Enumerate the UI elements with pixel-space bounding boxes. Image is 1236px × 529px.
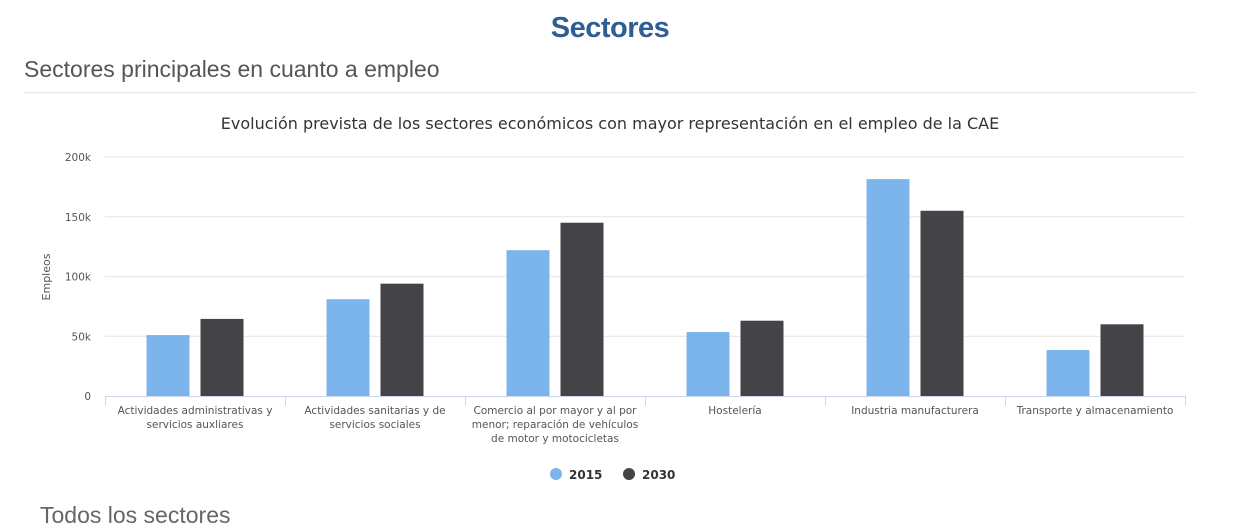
x-tick-label-line: menor; reparación de vehículos <box>472 419 638 431</box>
bar-2030[interactable] <box>920 210 964 396</box>
legend-label: 2030 <box>642 468 675 482</box>
y-tick-label: 0 <box>84 391 91 403</box>
next-section-title: Todos los sectores <box>40 502 231 528</box>
bar-2030[interactable] <box>380 283 424 396</box>
bar-2030[interactable] <box>200 318 244 396</box>
legend-marker <box>550 468 562 480</box>
x-tick-label-line: Comercio al por mayor y al por <box>473 405 637 417</box>
x-tick-label-line: Industria manufacturera <box>851 405 979 417</box>
bar-2030[interactable] <box>560 222 604 396</box>
x-tick-label: Transporte y almacenamiento <box>1016 405 1174 417</box>
chart-title: Evolución prevista de los sectores econó… <box>221 114 999 133</box>
y-axis-ticks: 0 50k 100k 150k 200k <box>65 152 92 403</box>
x-tick-label-line: Transporte y almacenamiento <box>1016 405 1174 417</box>
x-axis: Actividades administrativas y servicios a… <box>105 396 1186 445</box>
x-tick-label-line: servicios auxliares <box>147 419 244 431</box>
legend-item-2030[interactable]: 2030 <box>623 468 675 482</box>
bar-2015[interactable] <box>326 299 370 396</box>
bars <box>146 179 1144 396</box>
bar-2015[interactable] <box>506 250 550 396</box>
x-tick-label-line: Actividades sanitarias y de <box>304 405 445 417</box>
bar-2015[interactable] <box>146 335 190 396</box>
gridlines <box>105 156 1185 337</box>
y-tick-label: 150k <box>65 212 92 224</box>
section-title: Sectores principales en cuanto a empleo <box>24 56 440 82</box>
x-tick-label: Hostelería <box>708 405 761 417</box>
y-tick-label: 200k <box>65 152 92 164</box>
bar-2030[interactable] <box>1100 324 1144 396</box>
bar-chart: Evolución prevista de los sectores econó… <box>40 114 1186 482</box>
x-tick-label-line: de motor y motocicletas <box>491 433 619 445</box>
x-tick-label: Actividades sanitarias y de servicios soc… <box>304 405 445 431</box>
y-tick-label: 100k <box>65 272 92 284</box>
bar-2015[interactable] <box>1046 349 1090 396</box>
x-tick-label-line: Actividades administrativas y <box>118 405 273 417</box>
x-tick-label-line: Hostelería <box>708 405 761 417</box>
legend: 2015 2030 <box>550 468 675 482</box>
y-axis-label: Empleos <box>40 253 53 300</box>
x-tick-label: Comercio al por mayor y al por menor; rep… <box>472 405 638 445</box>
bar-2015[interactable] <box>866 179 910 396</box>
x-tick-label: Industria manufacturera <box>851 405 979 417</box>
legend-marker <box>623 468 635 480</box>
y-tick-label: 50k <box>72 331 92 343</box>
legend-item-2015[interactable]: 2015 <box>550 468 602 482</box>
legend-label: 2015 <box>569 468 602 482</box>
x-tick-label: Actividades administrativas y servicios a… <box>118 405 273 431</box>
bar-2015[interactable] <box>686 332 730 396</box>
x-tick-label-line: servicios sociales <box>329 419 420 431</box>
bar-2030[interactable] <box>740 320 784 396</box>
page-title: Sectores <box>550 12 670 44</box>
section-divider <box>24 92 1196 93</box>
